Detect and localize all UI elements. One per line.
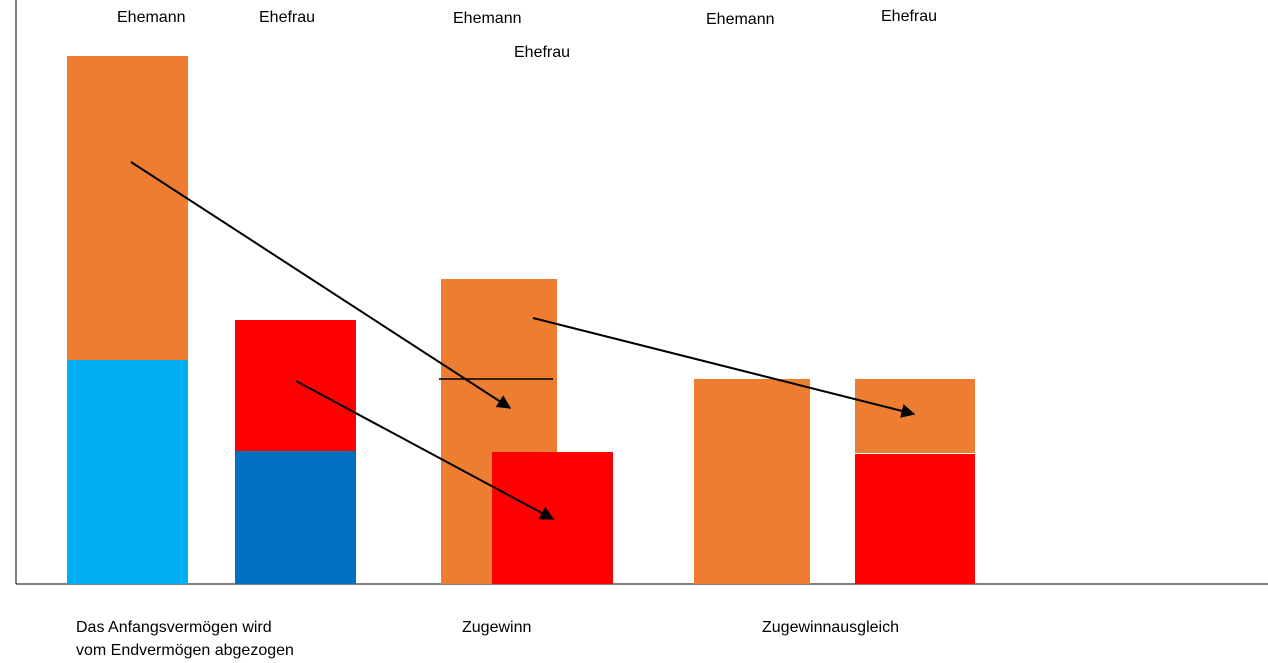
label-husband-1: Ehemann bbox=[117, 9, 186, 26]
arrow-equalization-to-wife bbox=[532, 317, 916, 418]
label-wife-3: Ehefrau bbox=[881, 8, 937, 25]
husband-after-equalization-bar bbox=[694, 379, 810, 584]
caption-step3: Zugewinnausgleich bbox=[762, 619, 899, 636]
label-husband-2: Ehemann bbox=[453, 10, 522, 27]
wife-own-gain-bar bbox=[855, 454, 975, 584]
label-husband-3: Ehemann bbox=[706, 11, 775, 28]
husband-gain-bar bbox=[67, 56, 188, 360]
caption-step1-line2: vom Endvermögen abgezogen bbox=[76, 642, 294, 659]
wife-equalization-share-bar bbox=[855, 379, 975, 453]
wife-gain-bar bbox=[235, 320, 356, 451]
wife-initial-assets-bar bbox=[235, 451, 356, 584]
caption-step1-line1: Das Anfangsvermögen wird bbox=[76, 619, 272, 636]
arrow-wife-to-zugewinn bbox=[295, 380, 555, 520]
caption-step2: Zugewinn bbox=[462, 619, 531, 636]
husband-initial-assets-bar bbox=[67, 360, 188, 584]
label-wife-1: Ehefrau bbox=[259, 9, 315, 26]
label-wife-2: Ehefrau bbox=[514, 44, 570, 61]
arrow-husband-to-zugewinn bbox=[130, 161, 512, 409]
